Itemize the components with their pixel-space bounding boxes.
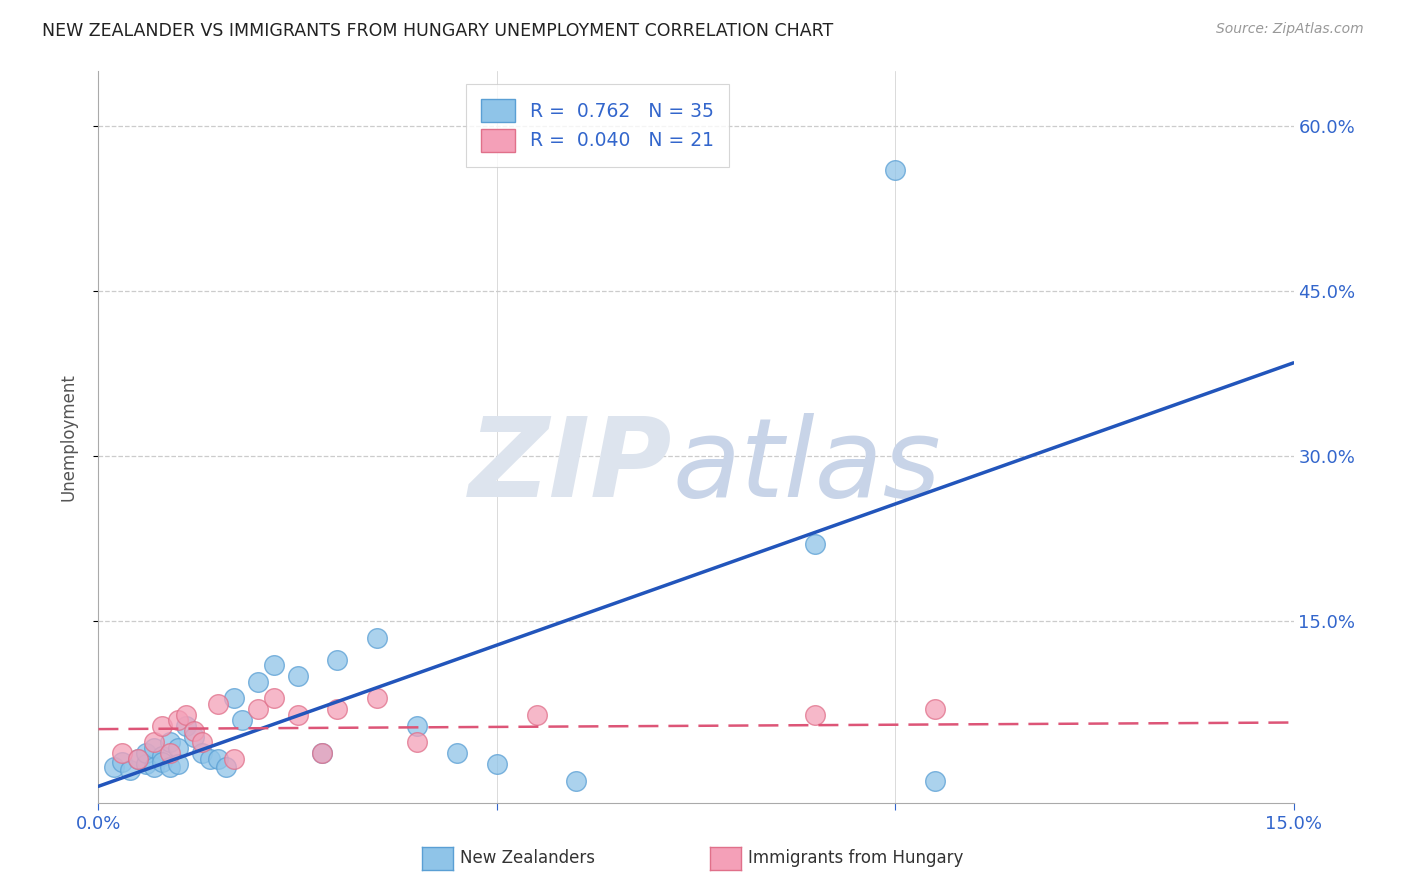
Point: [485, 757, 508, 772]
Legend: R =  0.762   N = 35, R =  0.040   N = 21: R = 0.762 N = 35, R = 0.040 N = 21: [467, 85, 730, 167]
Point: [143, 759, 166, 773]
Point: [174, 719, 197, 733]
Point: [183, 724, 205, 739]
Point: [159, 747, 181, 761]
Point: [159, 735, 181, 749]
Point: [287, 669, 309, 683]
Point: [167, 714, 190, 728]
Point: [924, 773, 946, 788]
Point: [924, 702, 946, 716]
Point: [326, 653, 349, 667]
Point: [222, 691, 245, 706]
Point: [526, 707, 548, 722]
Point: [127, 752, 149, 766]
Point: [150, 719, 173, 733]
Point: [198, 752, 221, 766]
Point: [150, 748, 173, 763]
Point: [366, 631, 388, 645]
Point: [446, 747, 468, 761]
Point: [366, 691, 388, 706]
Point: [287, 707, 309, 722]
Point: [406, 719, 429, 733]
Point: [159, 759, 181, 773]
Point: [167, 757, 190, 772]
Point: [150, 755, 173, 769]
Text: New Zealanders: New Zealanders: [460, 849, 595, 867]
Point: [207, 697, 229, 711]
Text: atlas: atlas: [672, 413, 941, 520]
Y-axis label: Unemployment: Unemployment: [59, 373, 77, 501]
Point: [311, 747, 333, 761]
Point: [167, 740, 190, 755]
Point: [191, 747, 214, 761]
Point: [215, 759, 238, 773]
Text: Immigrants from Hungary: Immigrants from Hungary: [748, 849, 963, 867]
Point: [111, 747, 134, 761]
Point: [127, 752, 149, 766]
Point: [135, 757, 157, 772]
Point: [135, 747, 157, 761]
Point: [222, 752, 245, 766]
Point: [120, 763, 142, 777]
Point: [207, 752, 229, 766]
Point: [565, 773, 588, 788]
Point: [884, 163, 907, 178]
Point: [263, 658, 285, 673]
Point: [183, 730, 205, 744]
Point: [191, 735, 214, 749]
Text: NEW ZEALANDER VS IMMIGRANTS FROM HUNGARY UNEMPLOYMENT CORRELATION CHART: NEW ZEALANDER VS IMMIGRANTS FROM HUNGARY…: [42, 22, 834, 40]
Point: [406, 735, 429, 749]
Point: [111, 755, 134, 769]
Point: [231, 714, 253, 728]
Point: [804, 707, 827, 722]
Point: [311, 747, 333, 761]
Point: [263, 691, 285, 706]
Point: [143, 740, 166, 755]
Point: [143, 735, 166, 749]
Point: [103, 759, 125, 773]
Point: [326, 702, 349, 716]
Point: [246, 674, 269, 689]
Point: [246, 702, 269, 716]
Text: Source: ZipAtlas.com: Source: ZipAtlas.com: [1216, 22, 1364, 37]
Text: ZIP: ZIP: [468, 413, 672, 520]
Point: [804, 537, 827, 551]
Point: [174, 707, 197, 722]
